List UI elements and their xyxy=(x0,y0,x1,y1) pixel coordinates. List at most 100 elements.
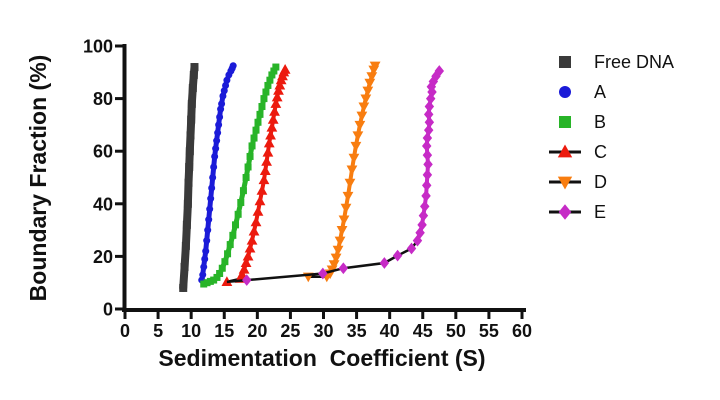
diamond-marker-icon xyxy=(338,262,349,275)
square-marker-icon xyxy=(266,76,274,84)
circle-marker-icon xyxy=(212,145,220,153)
triangle-up-marker-icon xyxy=(240,257,252,268)
triangle-down-marker-icon xyxy=(557,176,573,190)
triangle-down-marker-icon xyxy=(330,253,342,264)
diamond-marker-icon xyxy=(422,169,433,181)
square-marker-icon xyxy=(248,142,256,150)
square-marker-icon xyxy=(224,250,232,258)
square-marker-icon xyxy=(559,116,571,128)
square-marker-icon xyxy=(189,70,198,79)
circle-marker-icon xyxy=(201,255,209,263)
square-marker-icon xyxy=(246,152,254,160)
square-marker-icon xyxy=(185,162,194,171)
y-axis: 0 20 40 60 80 100 xyxy=(83,37,127,320)
square-marker-icon xyxy=(186,131,195,140)
legend-item-a: A xyxy=(547,77,674,107)
triangle-down-marker-icon xyxy=(350,141,362,152)
triangle-up-marker-icon xyxy=(252,206,264,216)
diamond-marker-icon xyxy=(379,257,390,269)
diamond-marker-icon xyxy=(422,149,433,161)
legend-item-c: C xyxy=(547,137,674,167)
square-marker-icon xyxy=(272,63,280,71)
series-b xyxy=(200,63,280,288)
legend-item-free-dna: Free DNA xyxy=(547,47,674,77)
legend-label: Free DNA xyxy=(594,52,675,72)
diamond-marker-icon xyxy=(425,92,436,105)
circle-marker-icon xyxy=(204,226,212,234)
triangle-down-marker-icon xyxy=(342,191,354,202)
diamond-marker-icon xyxy=(558,204,572,220)
diamond-marker-icon xyxy=(424,100,435,113)
square-marker-icon xyxy=(242,174,250,181)
x-tick-label: 15 xyxy=(214,321,234,341)
circle-legend-key-icon xyxy=(559,86,571,98)
circle-marker-icon xyxy=(199,271,207,279)
diamond-legend-key-icon xyxy=(549,204,581,220)
x-tick-label: 35 xyxy=(347,321,367,341)
circle-marker-icon xyxy=(218,100,226,108)
triangle-down-marker-icon xyxy=(338,215,350,226)
x-tick-label: 55 xyxy=(479,321,499,341)
x-tick-label: 10 xyxy=(181,321,201,341)
circle-marker-icon xyxy=(216,113,224,121)
diamond-marker-icon xyxy=(431,70,441,83)
triangle-up-marker-icon xyxy=(269,106,280,116)
square-marker-icon xyxy=(244,163,252,171)
triangle-down-marker-icon xyxy=(332,245,344,256)
triangle-down-marker-icon xyxy=(360,94,372,105)
diamond-marker-icon xyxy=(418,209,429,222)
triangle-down-marker-icon xyxy=(336,226,348,236)
triangle-up-marker-icon xyxy=(266,121,278,132)
circle-marker-icon xyxy=(213,137,221,145)
square-marker-icon xyxy=(213,273,221,281)
legend-item-d: D xyxy=(547,167,674,197)
square-legend-key-icon xyxy=(559,116,571,128)
x-axis: 0 5 10 15 20 25 30 35 40 45 50 55 60 xyxy=(120,308,532,341)
triangle-down-marker-icon xyxy=(344,178,356,189)
series-a xyxy=(198,62,237,284)
square-marker-icon xyxy=(190,63,199,72)
triangle-down-marker-icon xyxy=(328,260,340,270)
circle-marker-icon xyxy=(559,86,571,98)
y-tick-label: 40 xyxy=(93,194,113,214)
triangle-up-marker-icon xyxy=(271,91,283,102)
square-marker-icon xyxy=(256,110,264,118)
circle-marker-icon xyxy=(205,216,213,224)
diamond-marker-icon xyxy=(415,226,425,239)
series-c xyxy=(221,64,291,286)
x-tick-label: 40 xyxy=(380,321,400,341)
square-marker-icon xyxy=(559,56,571,68)
square-marker-icon xyxy=(226,241,234,249)
square-marker-icon xyxy=(250,134,258,142)
triangle-down-marker-icon xyxy=(340,203,352,214)
triangle-up-marker-icon xyxy=(256,185,268,195)
diamond-marker-icon xyxy=(242,274,252,286)
square-marker-icon xyxy=(258,102,266,110)
x-tick-label: 30 xyxy=(313,321,333,341)
square-marker-icon xyxy=(239,187,247,195)
triangle-up-legend-key-icon xyxy=(549,144,581,158)
legend-label: B xyxy=(594,112,607,132)
circle-marker-icon xyxy=(203,237,211,245)
square-marker-icon xyxy=(229,231,237,239)
x-tick-label: 5 xyxy=(153,321,163,341)
triangle-up-marker-icon xyxy=(273,85,284,95)
circle-marker-icon xyxy=(223,76,231,84)
y-axis-title: Boundary Fraction (%) xyxy=(25,54,51,302)
diamond-marker-icon xyxy=(434,65,445,77)
x-tick-label: 25 xyxy=(280,321,300,341)
triangle-down-marker-icon xyxy=(366,72,378,82)
legend-item-e: E xyxy=(547,197,674,227)
circle-marker-icon xyxy=(220,87,228,95)
diamond-marker-icon xyxy=(412,234,423,247)
triangle-down-marker-icon xyxy=(356,111,368,122)
diamond-marker-icon xyxy=(427,86,437,98)
triangle-up-marker-icon xyxy=(250,216,262,227)
triangle-down-marker-icon xyxy=(369,61,381,72)
diamond-marker-icon xyxy=(421,190,431,202)
square-marker-icon xyxy=(268,71,276,79)
series-e xyxy=(226,65,445,286)
diamond-marker-icon xyxy=(421,140,432,152)
